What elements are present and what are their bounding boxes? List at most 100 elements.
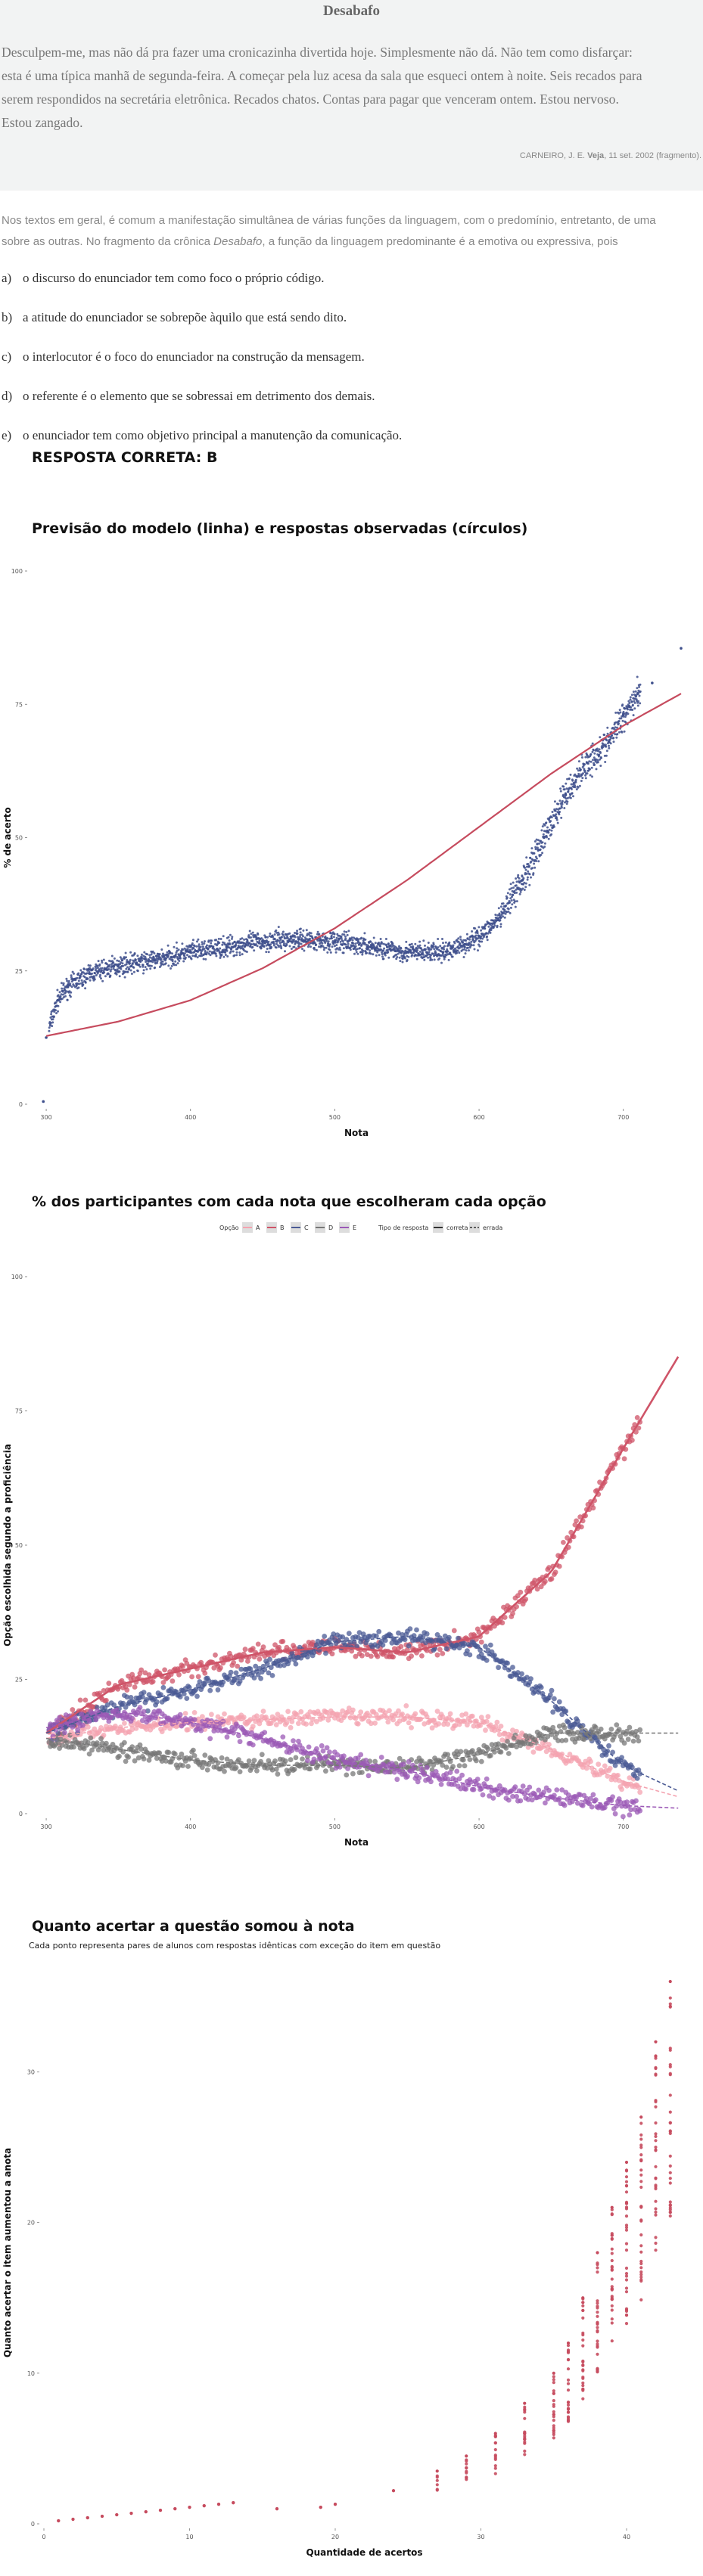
observed-point (468, 941, 471, 944)
observed-point-C (637, 1771, 643, 1777)
observed-point-C (269, 1673, 275, 1678)
observed-point (294, 936, 297, 939)
gain-point (566, 2350, 571, 2354)
observed-point-D (188, 1755, 194, 1761)
observed-point (471, 930, 474, 933)
observed-point (382, 942, 385, 945)
observed-point (288, 945, 291, 948)
observed-point (459, 938, 462, 941)
option-d[interactable]: d) o referente é o elemento que se sobres… (2, 389, 375, 404)
observed-point (608, 744, 610, 747)
observed-point (144, 966, 147, 969)
question-italic: Desabafo (213, 235, 263, 248)
observed-point (429, 957, 432, 960)
observed-point-D (458, 1749, 464, 1755)
option-e[interactable]: e) o enunciador tem como objetivo princip… (2, 428, 402, 443)
observed-point-C (238, 1666, 244, 1672)
observed-point (446, 950, 449, 953)
observed-point-E (129, 1715, 135, 1721)
gain-point (639, 2143, 643, 2147)
observed-point (94, 972, 97, 975)
observed-point-A (185, 1727, 191, 1733)
observed-point (614, 733, 617, 736)
y-tick-label: 50 (15, 835, 23, 842)
observed-point (627, 712, 630, 715)
observed-point-E (318, 1755, 323, 1761)
observed-point-A (298, 1709, 304, 1715)
observed-point-A (346, 1705, 352, 1711)
gain-point (552, 2391, 555, 2395)
observed-point-E (484, 1776, 490, 1782)
observed-point (550, 829, 553, 832)
observed-point (440, 961, 443, 964)
observed-point-B (630, 1437, 635, 1443)
observed-point (553, 800, 556, 803)
observed-point-B (202, 1671, 208, 1676)
observed-point-A (307, 1709, 313, 1715)
legend-option-label: A (256, 1224, 260, 1231)
observed-point (219, 947, 222, 950)
observed-point (578, 784, 581, 787)
observed-point-C (346, 1631, 352, 1637)
gain-point (654, 2249, 658, 2252)
observed-point-A (167, 1725, 173, 1731)
observed-point (543, 846, 546, 848)
observed-point-E (541, 1789, 547, 1795)
observed-point (523, 889, 526, 891)
observed-point (593, 756, 596, 759)
observed-point (547, 837, 550, 840)
observed-point-A (459, 1712, 465, 1718)
observed-point (340, 937, 343, 940)
gain-point (465, 2458, 468, 2462)
gain-point (639, 2250, 643, 2254)
observed-point-A (191, 1710, 198, 1715)
option-c[interactable]: c) o interlocutor é o foco do enunciador … (2, 349, 365, 365)
observed-point (101, 967, 104, 970)
gain-point (610, 2232, 614, 2236)
observed-point-D (608, 1727, 614, 1732)
observed-point (272, 940, 275, 943)
gain-point (639, 2185, 643, 2190)
gain-point (493, 2453, 497, 2457)
observed-point-B (510, 1611, 515, 1616)
option-a[interactable]: a) o discurso do enunciador tem como foco… (2, 271, 324, 286)
observed-point (411, 954, 414, 957)
observed-point-D (593, 1724, 599, 1730)
observed-point (248, 930, 251, 933)
observed-point (167, 964, 170, 967)
observed-point (559, 790, 562, 793)
observed-point (536, 846, 539, 849)
gain-point (596, 2266, 599, 2270)
observed-point (410, 942, 413, 945)
observed-point (596, 747, 599, 750)
observed-point (432, 943, 435, 946)
observed-point-C (380, 1642, 386, 1648)
observed-point (355, 951, 358, 954)
observed-point (339, 948, 342, 951)
observed-point (297, 937, 300, 941)
observed-point (101, 959, 103, 962)
observed-point (313, 948, 316, 951)
observed-point-D (344, 1772, 350, 1778)
observed-point (175, 964, 178, 967)
observed-point (470, 940, 473, 943)
gain-point (610, 2339, 614, 2343)
observed-point (150, 964, 153, 967)
observed-point (515, 877, 518, 880)
observed-point-B (549, 1576, 555, 1581)
option-b[interactable]: b) a atitude do enunciador se sobrepõe àq… (2, 310, 347, 325)
observed-point (372, 953, 375, 956)
observed-point (274, 938, 276, 941)
observed-point (515, 888, 518, 891)
observed-point (331, 937, 334, 940)
observed-point (126, 970, 129, 973)
passage-title: Desabafo (323, 3, 380, 19)
gain-point (624, 2272, 629, 2276)
observed-point (104, 975, 107, 978)
observed-point (550, 816, 553, 819)
observed-point (48, 1026, 51, 1029)
observed-point-C (266, 1670, 272, 1676)
observed-point (265, 951, 268, 954)
gain-point (216, 2503, 221, 2506)
option-text: a atitude do enunciador se sobrepõe àqui… (23, 310, 347, 324)
